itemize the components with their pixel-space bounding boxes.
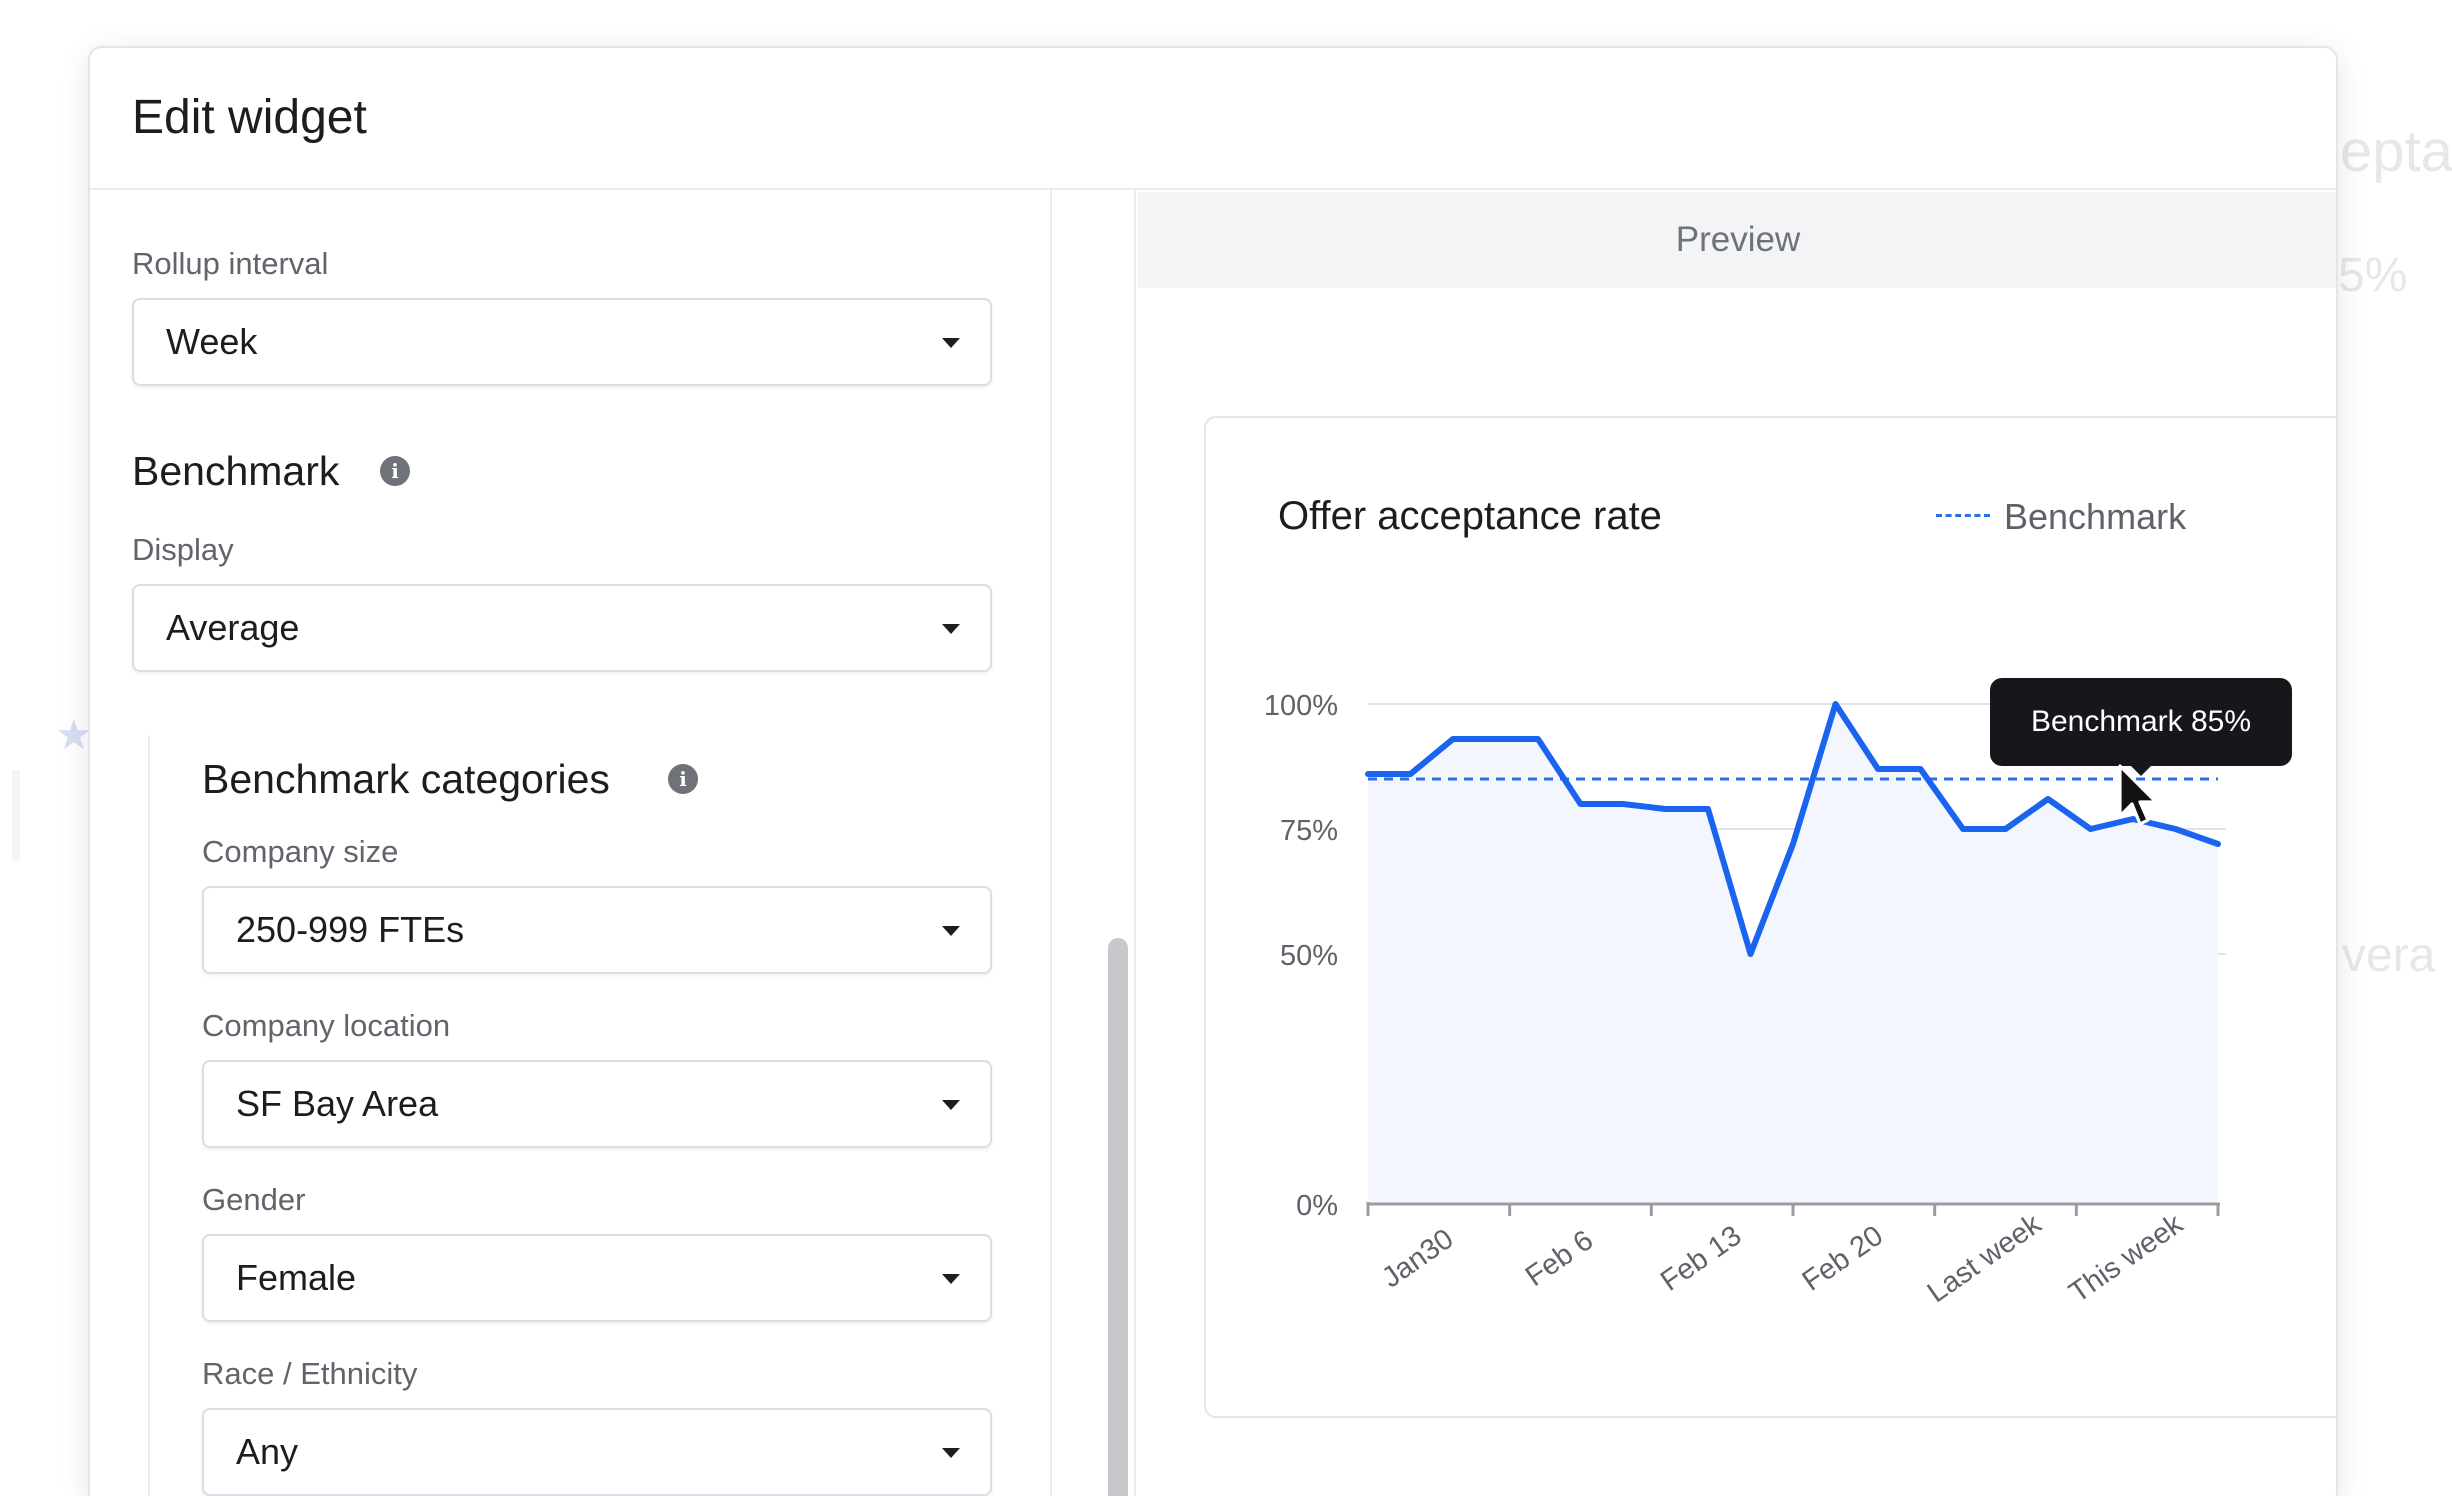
chevron-down-icon [942,1100,960,1110]
gender-value: Female [236,1257,357,1298]
gender-label: Gender [202,1182,306,1217]
info-icon[interactable]: i [668,764,698,794]
edit-widget-modal: Edit widget Rollup interval Week Benchma… [88,46,2338,1496]
company-size-label: Company size [202,834,399,869]
background-strip [12,770,20,860]
chart-card: 100% 75% 50% 0% Jan30 Feb 6 Feb 13 Feb 20 Last w… [1204,416,2336,1418]
race-ethnicity-select[interactable]: Any [202,1408,992,1496]
preview-label: Preview [1675,220,1801,259]
chevron-down-icon [942,624,960,634]
race-ethnicity-value: Any [236,1431,299,1472]
tooltip-arrow [2130,765,2152,776]
scrollbar-thumb[interactable] [1108,938,1128,1496]
tooltip-text: Benchmark 85% [2030,705,2252,738]
display-value: Average [166,607,300,648]
background-text-acceptance: epta [2340,119,2452,184]
chevron-down-icon [942,338,960,348]
benchmark-legend-swatch [1936,513,1990,517]
chevron-down-icon [942,1448,960,1458]
rollup-interval-select[interactable]: Week [132,298,992,386]
background-text-percent: 5% [2338,249,2408,302]
rollup-interval-label: Rollup interval [132,246,329,281]
chevron-down-icon [942,1274,960,1284]
y-tick-label: 100% [1264,690,1338,722]
x-tick-label: Feb 6 [1520,1224,1599,1293]
cursor-arrow-icon [2118,764,2158,826]
settings-pane: Rollup interval Week Benchmark i Display… [90,190,1050,1496]
preview-header: Preview [1138,192,2336,288]
chevron-down-icon [942,926,960,936]
x-tick-label: This week [2064,1208,2190,1309]
display-label: Display [132,532,234,567]
series-line [1365,701,2221,957]
x-tick-label: Feb 13 [1655,1220,1747,1298]
race-ethnicity-label: Race / Ethnicity [202,1356,418,1391]
y-tick-label: 0% [1296,1190,1338,1222]
company-location-select[interactable]: SF Bay Area [202,1060,992,1148]
modal-header: Edit widget [90,48,2336,190]
y-tick-label: 50% [1280,940,1338,972]
y-tick-label: 75% [1280,815,1338,847]
benchmark-tooltip: Benchmark 85% [1990,678,2292,776]
rollup-interval-value: Week [166,321,258,362]
legend-label: Benchmark [2004,496,2187,537]
modal-title: Edit widget [132,91,367,144]
x-tick-label: Jan30 [1376,1223,1459,1295]
benchmark-heading: Benchmark [132,448,340,494]
chart-canvas: 100% 75% 50% 0% Jan30 Feb 6 Feb 13 Feb 20 Last w… [1264,690,2226,1309]
company-location-label: Company location [202,1008,451,1043]
company-size-select[interactable]: 250-999 FTEs [202,886,992,974]
benchmark-categories-heading: Benchmark categories [202,756,610,802]
star-icon: ★ [55,711,93,758]
background-text-average: vera [2342,929,2436,982]
company-location-value: SF Bay Area [236,1083,439,1124]
chart-legend[interactable]: Benchmark [1936,496,2186,538]
chart-title: Offer acceptance rate [1278,494,1662,538]
pane-divider [1050,190,1052,1496]
indent-guide [148,735,150,1496]
x-tick-label: Last week [1922,1208,2048,1309]
info-icon[interactable]: i [380,456,410,486]
gender-select[interactable]: Female [202,1234,992,1322]
display-select[interactable]: Average [132,584,992,672]
x-tick-label: Feb 20 [1797,1220,1889,1298]
company-size-value: 250-999 FTEs [236,909,465,950]
